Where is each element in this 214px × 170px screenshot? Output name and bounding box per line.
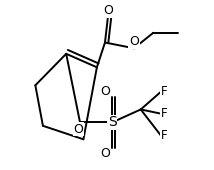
Text: F: F bbox=[161, 129, 168, 142]
Text: O: O bbox=[129, 35, 139, 48]
Text: O: O bbox=[100, 85, 110, 98]
Text: S: S bbox=[108, 115, 116, 129]
Text: F: F bbox=[161, 107, 168, 120]
Text: O: O bbox=[100, 147, 110, 160]
Text: F: F bbox=[161, 85, 168, 98]
Text: O: O bbox=[73, 123, 83, 136]
Text: O: O bbox=[103, 4, 113, 17]
